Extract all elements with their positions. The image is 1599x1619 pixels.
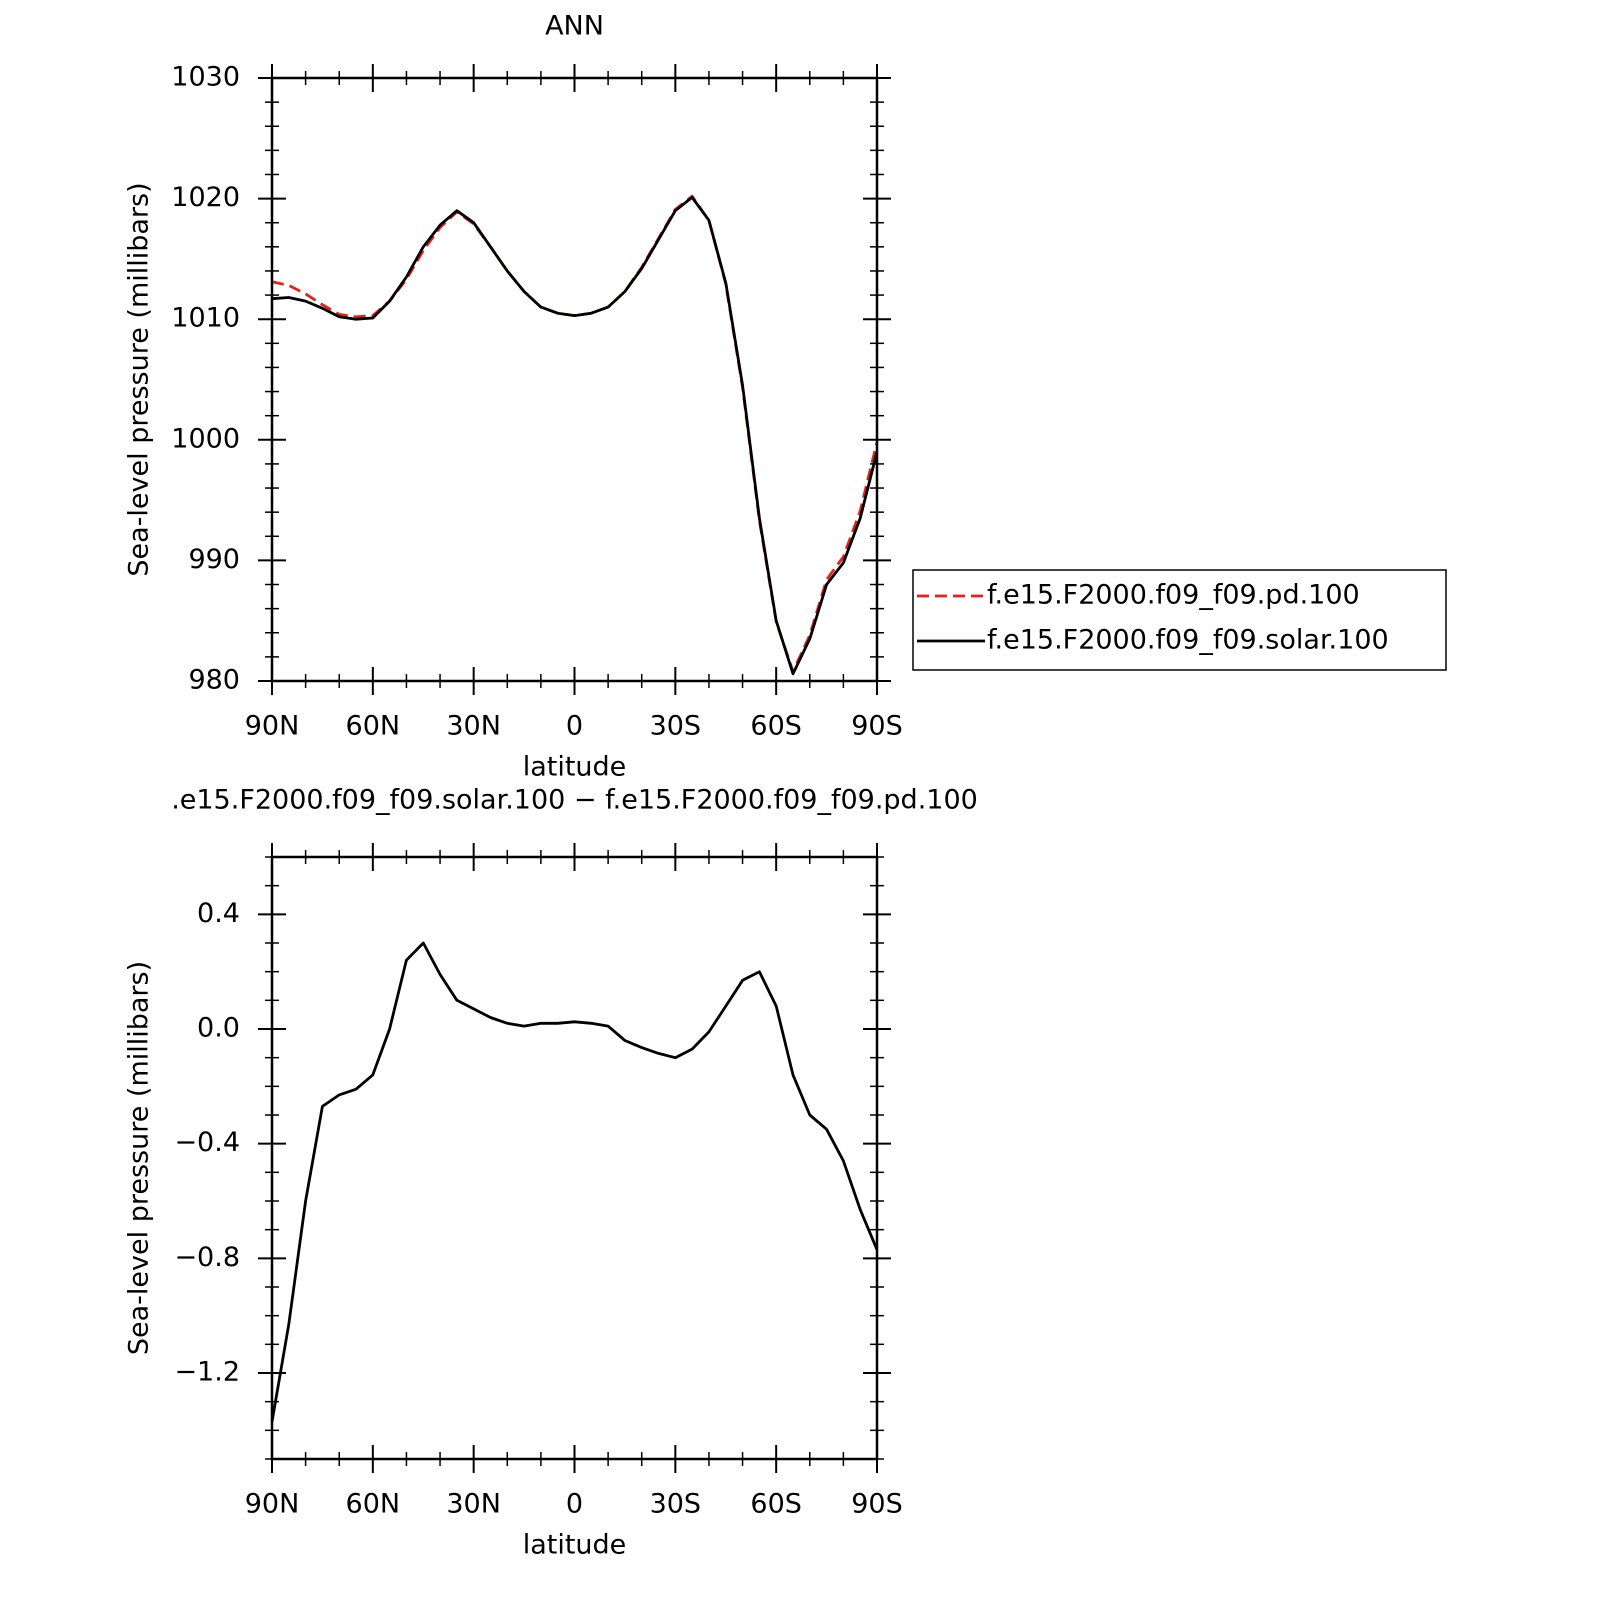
chart-title: .e15.F2000.f09_f09.solar.100 − f.e15.F20… <box>171 785 978 816</box>
data-line <box>270 941 879 1422</box>
y-tick-label: −1.2 <box>174 1357 240 1388</box>
x-tick-label: 90S <box>851 1489 903 1520</box>
x-tick-label: 30S <box>650 1489 702 1520</box>
chart-title: ANN <box>545 11 604 42</box>
y-axis-label: Sea-level pressure (millibars) <box>124 961 155 1355</box>
y-tick-label: 0.4 <box>197 898 240 929</box>
y-tick-label: −0.8 <box>174 1242 240 1273</box>
x-axis-label: latitude <box>523 752 627 783</box>
y-axis-label: Sea-level pressure (millibars) <box>124 182 155 576</box>
y-tick-label: −0.4 <box>174 1127 240 1158</box>
x-tick-label: 60S <box>750 711 802 742</box>
plot-frame <box>270 76 879 683</box>
y-tick-label: 1020 <box>171 182 240 213</box>
x-tick-label: 30S <box>650 711 702 742</box>
x-tick-label: 90N <box>245 711 300 742</box>
y-tick-label: 1010 <box>171 303 240 334</box>
x-tick-label: 30N <box>446 711 501 742</box>
data-line <box>271 194 879 673</box>
x-tick-label: 60N <box>346 1489 401 1520</box>
legend-box <box>912 569 1447 671</box>
x-tick-label: 90S <box>851 711 903 742</box>
plot-frame <box>270 855 879 1461</box>
y-tick-label: 1000 <box>171 423 240 454</box>
x-tick-label: 0 <box>566 711 583 742</box>
data-line <box>271 196 879 676</box>
x-tick-label: 30N <box>446 1489 501 1520</box>
y-tick-label: 0.0 <box>197 1013 240 1044</box>
legend-label: f.e15.F2000.f09_f09.pd.100 <box>987 580 1360 611</box>
y-tick-label: 990 <box>188 544 240 575</box>
x-axis-label: latitude <box>523 1530 627 1561</box>
x-tick-label: 60S <box>750 1489 802 1520</box>
x-tick-label: 60N <box>346 711 401 742</box>
y-tick-label: 1030 <box>171 62 240 93</box>
x-tick-label: 0 <box>566 1489 583 1520</box>
y-tick-label: 980 <box>188 665 240 696</box>
x-tick-label: 90N <box>245 1489 300 1520</box>
legend-label: f.e15.F2000.f09_f09.solar.100 <box>987 625 1389 656</box>
